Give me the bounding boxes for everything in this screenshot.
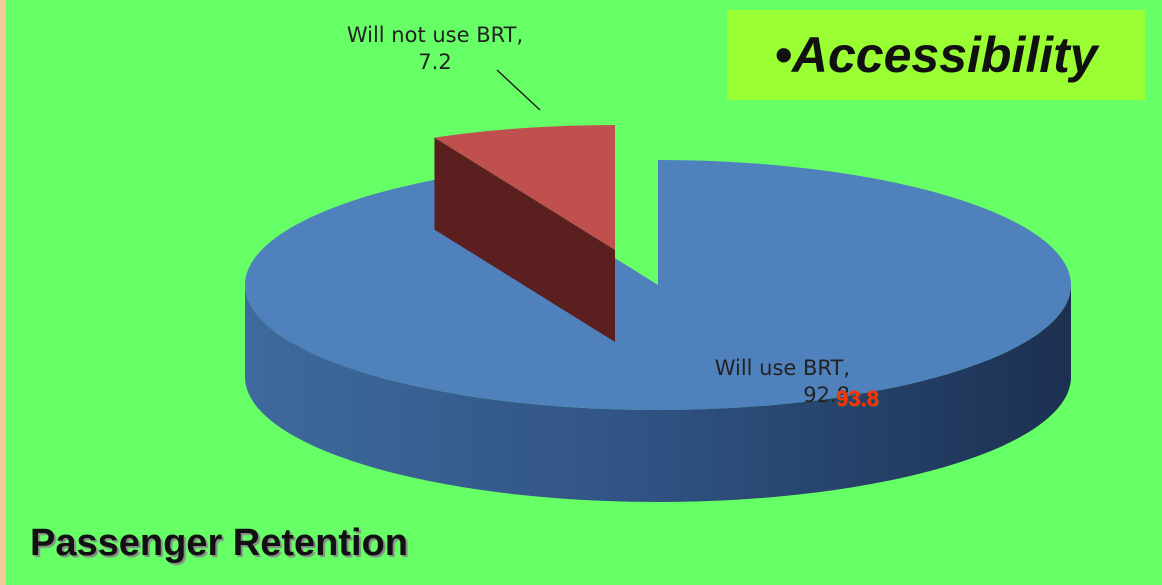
slice-side [245, 285, 1071, 502]
data-label: Will not use BRT, 7.2 [346, 23, 524, 74]
annotation: 93.8 [836, 386, 879, 411]
leader-line [496, 69, 541, 111]
pie-slice [434, 125, 615, 250]
slice-side [434, 137, 615, 342]
subtitle: Passenger Retention [30, 522, 408, 564]
data-label: Will use BRT, 92.8 [714, 356, 850, 407]
left-border [0, 0, 6, 585]
title: •Accessibility [727, 10, 1145, 100]
pie-slice [245, 160, 1071, 411]
